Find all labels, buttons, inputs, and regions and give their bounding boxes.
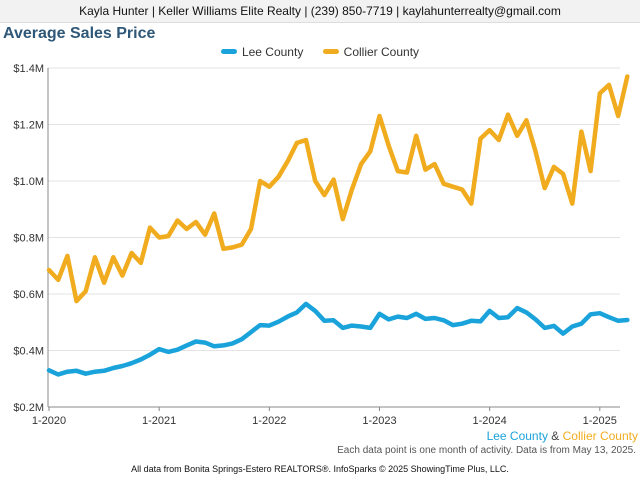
footer-credit: All data from Bonita Springs-Estero REAL… — [131, 464, 509, 474]
series-line-lee — [46, 301, 630, 377]
bottom-legend: Lee County & Collier County — [487, 429, 638, 443]
x-tick-label: 1-2025 — [583, 415, 617, 427]
chart-legend: Lee County Collier County — [0, 45, 640, 59]
y-tick-label: $0.4M — [13, 346, 44, 358]
y-tick-label: $1.4M — [13, 63, 44, 75]
x-tick-label: 1-2022 — [252, 415, 286, 427]
y-tick-label: $0.8M — [13, 233, 44, 245]
y-tick-label: $0.6M — [13, 289, 44, 301]
bottom-legend-amp: & — [547, 429, 563, 443]
contact-header: Kayla Hunter | Keller Williams Elite Rea… — [0, 0, 640, 23]
contact-text: Kayla Hunter | Keller Williams Elite Rea… — [79, 4, 561, 18]
chart-title: Average Sales Price — [3, 25, 156, 42]
legend-label-collier: Collier County — [343, 45, 420, 59]
legend-label-lee: Lee County — [241, 45, 304, 59]
x-tick-label: 1-2024 — [473, 415, 507, 427]
bottom-legend-collier: Collier County — [562, 429, 638, 443]
y-tick-label: $1.0M — [13, 176, 44, 188]
y-tick-label: $1.2M — [13, 120, 44, 132]
y-tick-label: $0.2M — [13, 402, 44, 414]
legend-item-collier[interactable]: Collier County — [322, 45, 420, 59]
legend-item-lee[interactable]: Lee County — [220, 45, 304, 59]
x-tick-label: 1-2021 — [142, 415, 176, 427]
x-tick-label: 1-2023 — [362, 415, 396, 427]
bottom-legend-lee: Lee County — [486, 429, 548, 443]
series-line-collier — [46, 74, 630, 304]
x-tick-label: 1-2020 — [32, 415, 66, 427]
legend-swatch-collier — [322, 49, 339, 55]
data-note: Each data point is one month of activity… — [337, 445, 636, 456]
legend-swatch-lee — [220, 49, 237, 55]
